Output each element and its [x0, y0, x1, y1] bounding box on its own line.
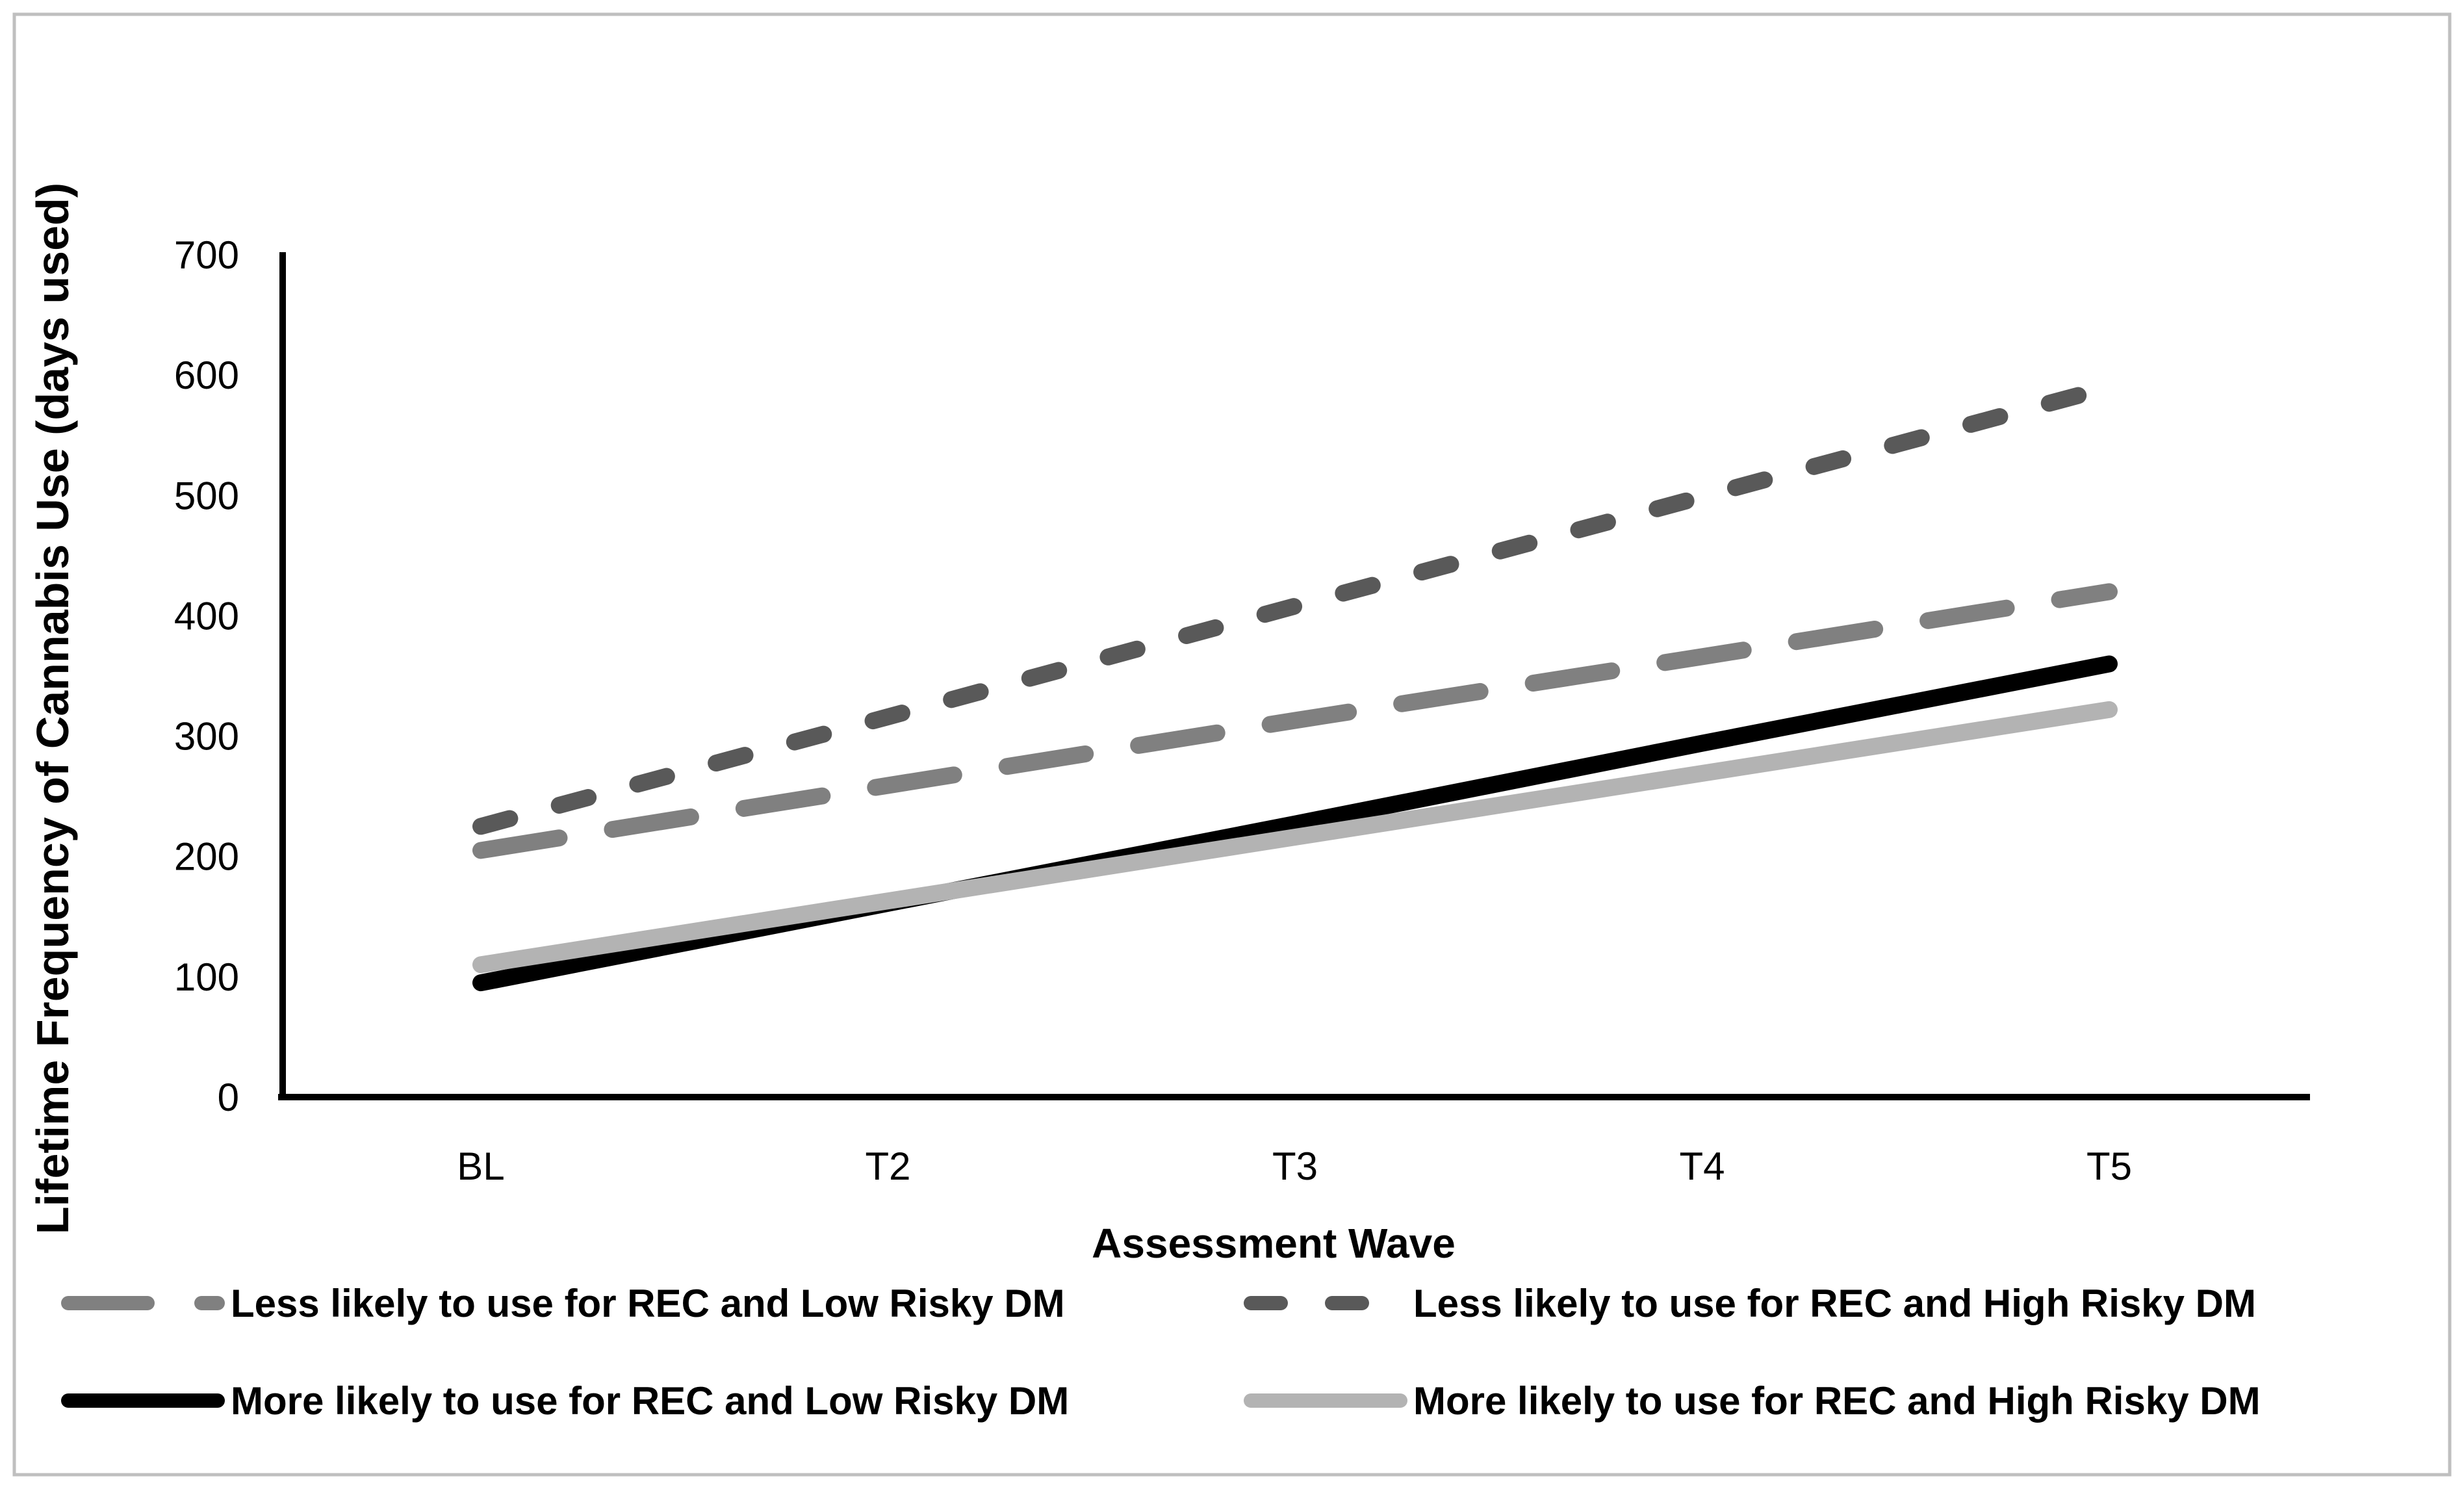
series-lines [472, 378, 2118, 992]
y-tick-label: 0 [218, 1076, 239, 1119]
y-axis-title: Lifetime Frequency of Cannabis Use (days… [27, 183, 78, 1234]
y-tick-label: 200 [174, 835, 239, 879]
x-axis-title: Assessment Wave [1092, 1220, 1456, 1267]
figure-border [12, 12, 2452, 1477]
x-tick-label: T4 [1679, 1145, 1725, 1188]
y-tick-label: 700 [174, 233, 239, 277]
legend-label: Less likely to use for REC and High Risk… [1413, 1282, 2256, 1325]
y-tick-label: 600 [174, 354, 239, 397]
x-tick-label: BL [457, 1145, 504, 1188]
series-line-less-likely-to-use-for-rec-and-low-risky-dm [472, 583, 2118, 859]
series-line-less-likely-to-use-for-rec-and-high-risky-dm [472, 378, 2118, 835]
legend-label: More likely to use for REC and High Risk… [1413, 1379, 2261, 1423]
y-tick-label: 500 [174, 474, 239, 517]
x-tick-label: T2 [865, 1145, 910, 1188]
x-axis-category-labels: BL T2 T3 T4 T5 [457, 1145, 2132, 1188]
series-line-more-likely-to-use-for-rec-and-high-risky-dm [472, 701, 2118, 974]
y-tick-label: 400 [174, 594, 239, 638]
legend-label: More likely to use for REC and Low Risky… [231, 1379, 1069, 1423]
y-axis-tick-labels: 0 100 200 300 400 500 600 700 [174, 233, 239, 1119]
x-tick-label: T5 [2086, 1145, 2132, 1188]
y-tick-label: 100 [174, 955, 239, 999]
y-tick-label: 300 [174, 715, 239, 758]
x-tick-label: T3 [1272, 1145, 1318, 1188]
legend-label: Less likely to use for REC and Low Risky… [231, 1282, 1065, 1325]
legend: Less likely to use for REC and Low Risky… [61, 1282, 2261, 1423]
